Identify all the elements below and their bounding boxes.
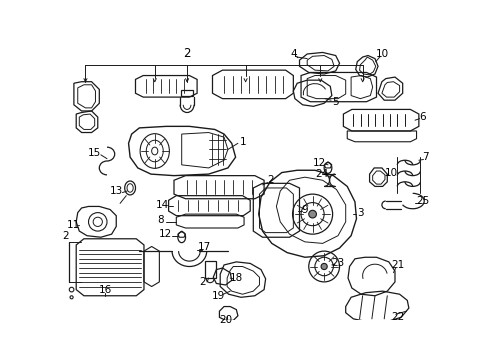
Text: 2: 2 (183, 48, 190, 60)
Text: 12: 12 (312, 158, 325, 167)
Text: 10: 10 (375, 49, 388, 59)
Text: 2: 2 (62, 231, 69, 241)
Text: 24: 24 (315, 169, 328, 179)
Text: 9: 9 (301, 204, 307, 215)
Text: 21: 21 (390, 260, 404, 270)
Text: 1: 1 (240, 137, 246, 147)
Text: 12: 12 (159, 229, 172, 239)
Text: 14: 14 (156, 200, 169, 210)
Text: 22: 22 (390, 311, 404, 321)
Text: 3: 3 (356, 208, 363, 217)
Text: 16: 16 (99, 285, 112, 294)
Text: 15: 15 (88, 148, 101, 158)
Text: 19: 19 (212, 291, 225, 301)
Text: 10: 10 (384, 167, 397, 177)
Text: 4: 4 (289, 49, 296, 59)
Text: 13: 13 (109, 186, 122, 196)
Text: 8: 8 (157, 215, 163, 225)
Text: 20: 20 (219, 315, 232, 325)
Ellipse shape (321, 264, 326, 270)
Text: 17: 17 (198, 242, 211, 252)
Text: 25: 25 (415, 196, 428, 206)
Text: 7: 7 (422, 152, 428, 162)
Ellipse shape (308, 210, 316, 218)
Text: 11: 11 (66, 220, 80, 230)
Text: 6: 6 (419, 112, 425, 122)
Text: 2: 2 (266, 175, 273, 185)
Text: 23: 23 (331, 258, 344, 267)
Text: 18: 18 (229, 273, 243, 283)
Text: 2: 2 (199, 277, 205, 287)
Text: 5: 5 (332, 97, 338, 107)
